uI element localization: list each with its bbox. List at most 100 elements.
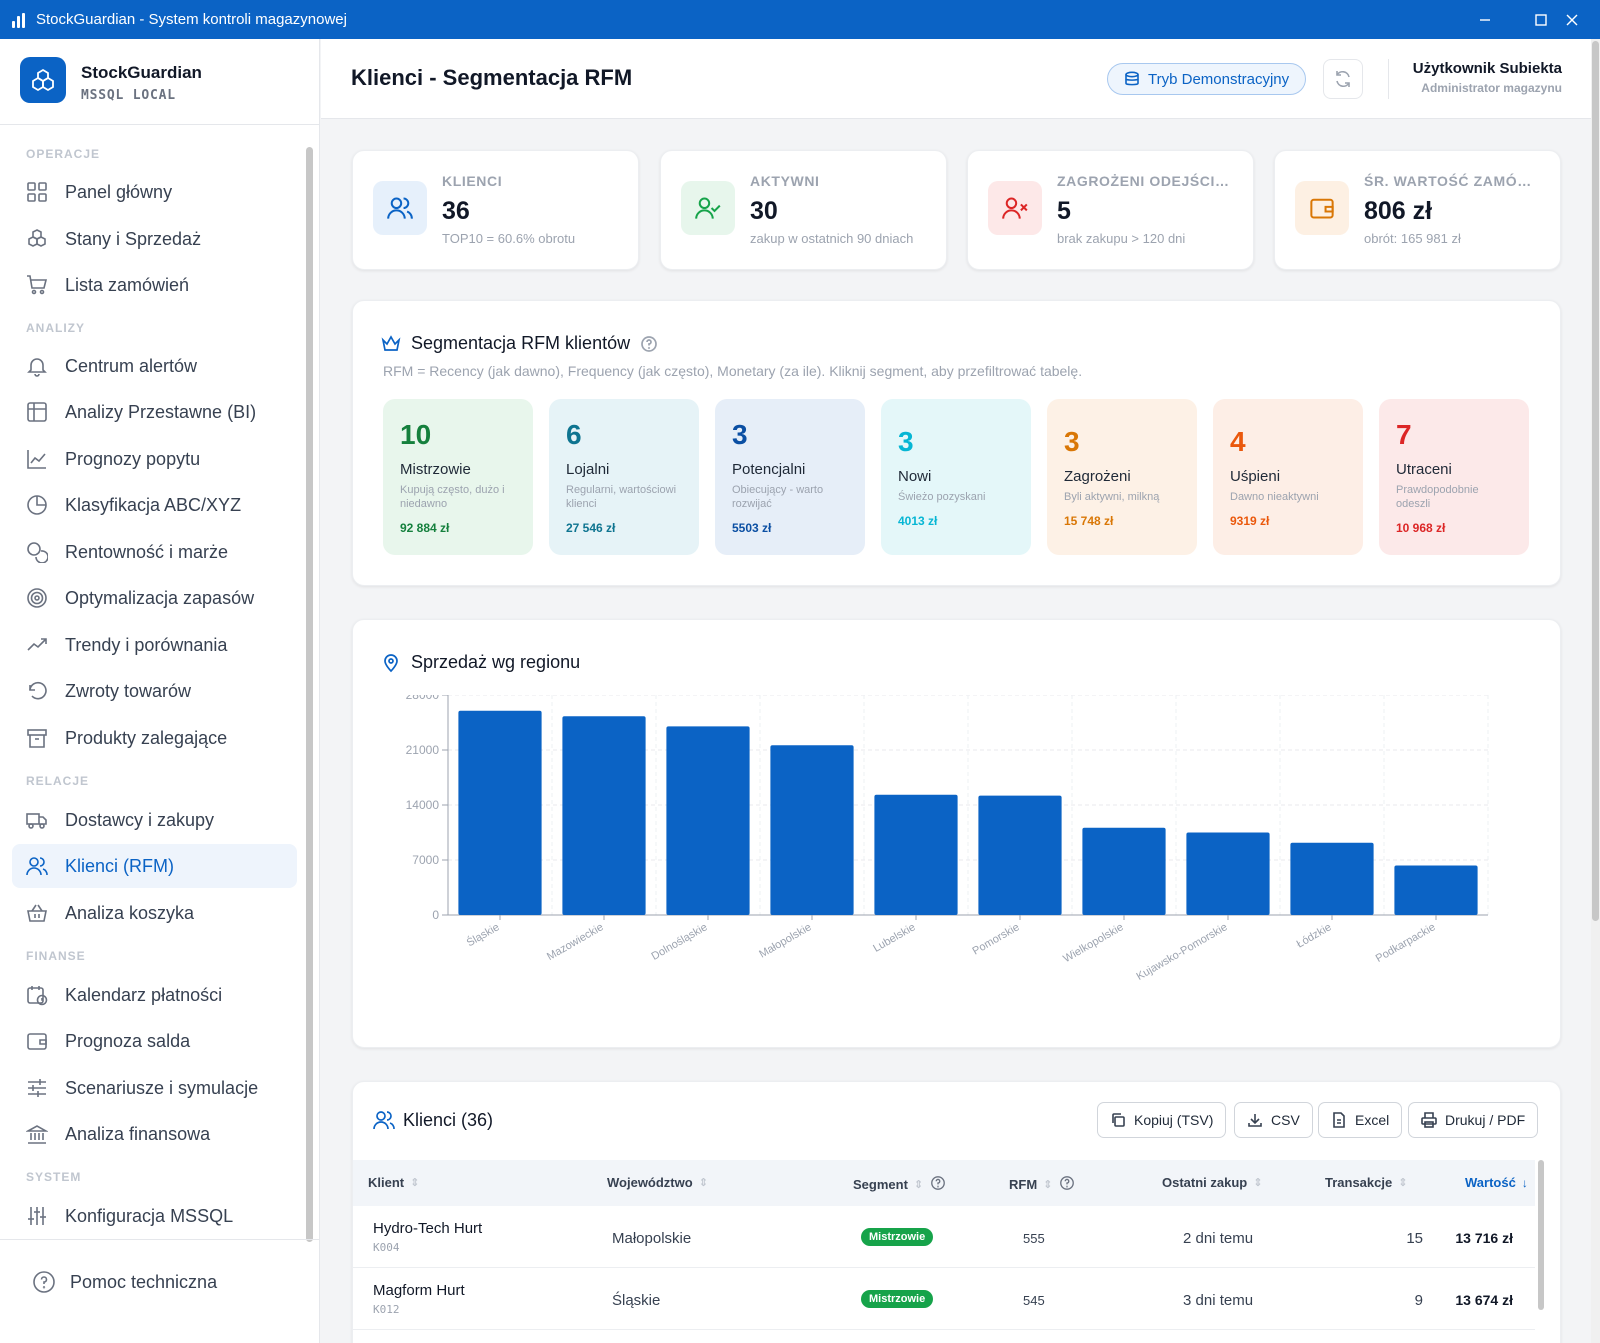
nav-section-system: SYSTEM [26,1170,82,1184]
sidebar-item-koszyk[interactable]: Analiza koszyka [12,891,297,935]
segment-card-lojalni[interactable]: 6 Lojalni Regularni, wartościowi klienci… [549,399,699,555]
wallet-icon [26,1030,48,1052]
help-link[interactable]: Pomoc techniczna [0,1239,320,1343]
client-transactions: 15 [1406,1230,1423,1247]
help-circle-icon[interactable] [1059,1175,1075,1194]
sidebar-item-finansowa[interactable]: Analiza finansowa [12,1112,297,1156]
column-header-transakcje[interactable]: Transakcje ⇕ [1325,1175,1408,1190]
client-rfm: 545 [1023,1293,1045,1308]
help-circle-icon[interactable] [640,335,658,353]
close-button[interactable] [1544,0,1600,39]
sidebar-item-optymalizacja[interactable]: Optymalizacja zapasów [12,576,297,620]
truck-icon [26,809,48,831]
calendar-icon [26,984,48,1006]
main-scrollbar-thumb[interactable] [1592,41,1599,921]
table-row[interactable]: Hydro-Tech Hurt K004 Małopolskie Mistrzo… [353,1206,1535,1268]
csv-button[interactable]: CSV [1234,1102,1313,1138]
copy-tsv-button[interactable]: Kopiuj (TSV) [1097,1102,1227,1138]
sidebar-item-zalegajace[interactable]: Produkty zalegające [12,716,297,760]
segment-badge: Mistrzowie [861,1290,934,1308]
settings-sliders-icon [26,1205,48,1227]
segment-card-mistrzowie[interactable]: 10 Mistrzowie Kupują często, dużo i nied… [383,399,533,555]
sidebar-item-rentownosc[interactable]: Rentowność i marże [12,530,297,574]
help-circle-icon[interactable] [930,1175,946,1194]
x-tick-label: Kujawsko-Pomorskie [1135,921,1230,983]
table-header: Klient ⇕ Województwo ⇕ Segment ⇕ RFM ⇕ Ostat… [353,1160,1535,1206]
sidebar-item-mssql[interactable]: Konfiguracja MSSQL [12,1194,297,1238]
sidebar-item-stany[interactable]: Stany i Sprzedaż [12,217,297,261]
main-scrollbar[interactable] [1591,39,1600,1343]
bar-Podkarpackie [1394,865,1478,915]
demo-mode-label: Tryb Demonstracyjny [1148,70,1290,88]
kpi-sub: obrót: 165 981 zł [1364,231,1461,246]
maximize-button[interactable] [1513,0,1569,39]
sidebar-item-label: Konfiguracja MSSQL [65,1205,234,1226]
sidebar-item-zamowienia[interactable]: Lista zamówień [12,263,297,307]
column-header-klient[interactable]: Klient ⇕ [368,1175,420,1190]
segment-card-potencjalni[interactable]: 3 Potencjalni Obiecujący - warto rozwija… [715,399,865,555]
sidebar-item-label: Zwroty towarów [65,680,192,701]
wallet-icon [1295,181,1349,235]
sidebar-item-scenariusze[interactable]: Scenariusze i symulacje [12,1066,297,1110]
column-header-segment[interactable]: Segment ⇕ [853,1175,946,1194]
sidebar-item-prognozy[interactable]: Prognozy popytu [12,437,297,481]
table-scrollbar[interactable] [1538,1160,1544,1310]
client-code: K004 [373,1241,400,1254]
database-icon [1125,71,1139,86]
sidebar-item-kalendarz[interactable]: Kalendarz płatności [12,973,297,1017]
sidebar-item-abc[interactable]: Klasyfikacja ABC/XYZ [12,483,297,527]
segment-count: 3 [732,419,748,450]
segment-desc: Obiecujący - warto rozwijać [732,484,824,510]
column-header-wojewodztwo[interactable]: Województwo ⇕ [607,1175,708,1190]
table-row[interactable]: Magform Hurt K012 Śląskie Mistrzowie 545… [353,1268,1535,1330]
client-value: 13 716 zł [1455,1230,1513,1246]
crown-icon [381,334,401,351]
column-header-wartosc[interactable]: Wartość ↓ [1465,1175,1528,1190]
column-header-ostatni-zakup[interactable]: Ostatni zakup ⇕ [1162,1175,1263,1190]
table-icon [26,401,48,423]
x-tick-label: Mazowieckie [545,921,606,963]
client-region: Śląskie [612,1292,661,1309]
print-pdf-button[interactable]: Drukuj / PDF [1408,1102,1539,1138]
demo-mode-badge[interactable]: Tryb Demonstracyjny [1107,63,1307,95]
segment-desc: Dawno nieaktywni [1230,491,1319,503]
x-tick-label: Małopolskie [757,921,813,960]
segment-count: 3 [1064,426,1080,457]
refresh-button[interactable] [1323,59,1363,99]
sidebar-item-klienci[interactable]: Klienci (RFM) [12,844,297,888]
segment-value: 5503 zł [732,521,772,535]
sidebar-item-trendy[interactable]: Trendy i porównania [12,623,297,667]
brand-sub: MSSQL LOCAL [81,88,176,103]
kpi-sub: zakup w ostatnich 90 dniach [750,231,914,246]
minimize-button[interactable] [1457,0,1513,39]
y-tick-label: 21000 [406,743,440,757]
sidebar-item-zwroty[interactable]: Zwroty towarów [12,669,297,713]
sidebar-item-bi[interactable]: Analizy Przestawne (BI) [12,390,297,434]
segment-card-uspieni[interactable]: 4 Uśpieni Dawno nieaktywni 9319 zł [1213,399,1363,555]
user-x-icon [988,181,1042,235]
kpi-value: 806 zł [1364,197,1433,225]
segment-card-utraceni[interactable]: 7 Utraceni Prawdopodobnie odeszli 10 968… [1379,399,1529,555]
sidebar-scrollbar[interactable] [306,147,313,1242]
sidebar-item-label: Klienci (RFM) [65,855,175,876]
segment-card-nowi[interactable]: 3 Nowi Świeżo pozyskani 4013 zł [881,399,1031,555]
bar-Łódzkie [1290,842,1374,915]
users-icon [373,1111,395,1130]
excel-button[interactable]: Excel [1318,1102,1403,1138]
column-header-rfm[interactable]: RFM ⇕ [1009,1175,1075,1194]
app-icon [12,12,28,28]
sidebar-item-label: Dostawcy i zakupy [65,809,215,830]
sidebar-item-dostawcy[interactable]: Dostawcy i zakupy [12,798,297,842]
sidebar-item-alerty[interactable]: Centrum alertów [12,344,297,388]
kpi-label: AKTYWNI [750,173,820,189]
sidebar-item-label: Analizy Przestawne (BI) [65,401,257,422]
sidebar-item-label: Rentowność i marże [65,541,229,562]
bar-Dolnośląskie [666,726,750,915]
sidebar-item-saldo[interactable]: Prognoza salda [12,1019,297,1063]
help-label: Pomoc techniczna [70,1272,218,1292]
sidebar-item-label: Analiza koszyka [65,902,195,923]
sidebar-item-panel-glowny[interactable]: Panel główny [12,170,297,214]
y-tick-label: 0 [432,908,439,922]
segment-count: 6 [566,419,582,450]
segment-card-zagrozeni[interactable]: 3 Zagrożeni Byli aktywni, milkną 15 748 … [1047,399,1197,555]
